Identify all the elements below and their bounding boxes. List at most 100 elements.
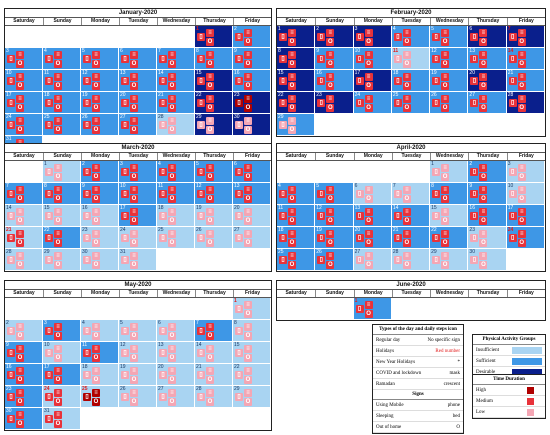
day-cell[interactable]: 3 ▯ ≡ O (5, 48, 43, 70)
day-cell[interactable]: 8 ▯ ≡ O (43, 183, 81, 205)
day-cell[interactable]: 26 ▯ ≡ O (195, 227, 233, 249)
day-cell[interactable]: 30 ▯ ≡ O (468, 249, 507, 271)
day-cell[interactable]: 29 ▯ ≡ O (195, 114, 233, 136)
day-cell[interactable]: 15 ▯ ≡ O (233, 342, 271, 364)
day-cell[interactable]: 1 ▯ ≡ O (277, 26, 316, 48)
day-cell[interactable]: 11 ▯ ≡ O (391, 48, 431, 70)
day-cell[interactable]: 1 ▯ ≡ O (353, 298, 392, 320)
day-cell[interactable]: 21 ▯ ≡ O (506, 70, 545, 92)
day-cell[interactable]: 23 ▯ ≡ O (468, 227, 507, 249)
day-cell[interactable]: 7 ▯ ≡ O (506, 26, 545, 48)
day-cell[interactable]: 2 ▯ ≡ O (233, 26, 271, 48)
day-cell[interactable]: 21 ▯ ≡ O (195, 364, 233, 386)
day-cell[interactable]: 18 ▯ ≡ O (277, 227, 316, 249)
day-cell[interactable]: 4 ▯ ≡ O (43, 48, 81, 70)
day-cell[interactable]: 13 ▯ ≡ O (119, 70, 157, 92)
day-cell[interactable]: 4 ▯ ≡ O (277, 183, 316, 205)
day-cell[interactable]: 25 ▯ ≡ O (391, 92, 431, 114)
day-cell[interactable]: 15 ▯ ≡ O (430, 205, 469, 227)
day-cell[interactable]: 1 ▯ ≡ O (43, 161, 81, 183)
day-cell[interactable]: 11 ▯ ≡ O (277, 205, 316, 227)
day-cell[interactable]: 31 ▯ ≡ O (43, 408, 81, 430)
day-cell[interactable]: 5 ▯ ≡ O (81, 48, 119, 70)
day-cell[interactable]: 30 ▯ ≡ O (233, 114, 271, 136)
day-cell[interactable]: 14 ▯ ≡ O (391, 205, 431, 227)
day-cell[interactable]: 3 ▯ ≡ O (353, 26, 392, 48)
day-cell[interactable]: 27 ▯ ≡ O (157, 386, 195, 408)
day-cell[interactable]: 9 ▯ ≡ O (468, 183, 507, 205)
day-cell[interactable]: 21 ▯ ≡ O (391, 227, 431, 249)
day-cell[interactable]: 20 ▯ ≡ O (157, 364, 195, 386)
day-cell[interactable]: 11 ▯ ≡ O (43, 70, 81, 92)
day-cell[interactable]: 10 ▯ ≡ O (5, 70, 43, 92)
day-cell[interactable]: 13 ▯ ≡ O (468, 48, 507, 70)
day-cell[interactable]: 26 ▯ ≡ O (430, 92, 469, 114)
day-cell[interactable]: 6 ▯ ≡ O (157, 320, 195, 342)
day-cell[interactable]: 9 ▯ ≡ O (315, 48, 354, 70)
day-cell[interactable]: 10 ▯ ≡ O (119, 183, 157, 205)
day-cell[interactable]: 12 ▯ ≡ O (119, 342, 157, 364)
day-cell[interactable]: 5 ▯ ≡ O (315, 183, 354, 205)
day-cell[interactable]: 15 ▯ ≡ O (43, 205, 81, 227)
day-cell[interactable]: 7 ▯ ≡ O (157, 48, 195, 70)
day-cell[interactable]: 19 ▯ ≡ O (430, 70, 469, 92)
day-cell[interactable]: 29 ▯ ≡ O (233, 386, 271, 408)
day-cell[interactable]: 22 ▯ ≡ O (43, 227, 81, 249)
day-cell[interactable]: 16 ▯ ≡ O (233, 70, 271, 92)
day-cell[interactable]: 20 ▯ ≡ O (233, 205, 271, 227)
day-cell[interactable]: 8 ▯ ≡ O (233, 320, 271, 342)
day-cell[interactable]: 16 ▯ ≡ O (468, 205, 507, 227)
day-cell[interactable]: 16 ▯ ≡ O (5, 364, 43, 386)
day-cell[interactable]: 14 ▯ ≡ O (195, 342, 233, 364)
day-cell[interactable]: 13 ▯ ≡ O (353, 205, 392, 227)
day-cell[interactable]: 17 ▯ ≡ O (43, 364, 81, 386)
day-cell[interactable]: 28 ▯ ≡ O (391, 249, 431, 271)
day-cell[interactable]: 11 ▯ ≡ O (157, 183, 195, 205)
day-cell[interactable]: 27 ▯ ≡ O (233, 227, 271, 249)
day-cell[interactable]: 2 ▯ ≡ O (315, 26, 354, 48)
day-cell[interactable]: 16 ▯ ≡ O (315, 70, 354, 92)
day-cell[interactable]: 26 ▯ ≡ O (315, 249, 354, 271)
day-cell[interactable]: 29 ▯ ≡ O (430, 249, 469, 271)
day-cell[interactable]: 12 ▯ ≡ O (430, 48, 469, 70)
day-cell[interactable]: 21 ▯ ≡ O (157, 92, 195, 114)
day-cell[interactable]: 13 ▯ ≡ O (157, 342, 195, 364)
day-cell[interactable]: 22 ▯ ≡ O (233, 364, 271, 386)
day-cell[interactable]: 9 ▯ ≡ O (5, 342, 43, 364)
day-cell[interactable]: 28 ▯ ≡ O (506, 92, 545, 114)
day-cell[interactable]: 22 ▯ ≡ O (430, 227, 469, 249)
day-cell[interactable]: 30 ▯ ≡ O (5, 408, 43, 430)
day-cell[interactable]: 1 ▯ ≡ O (233, 298, 271, 320)
day-cell[interactable]: 7 ▯ ≡ O (5, 183, 43, 205)
day-cell[interactable]: 3 ▯ ≡ O (506, 161, 545, 183)
day-cell[interactable]: 1 ▯ ≡ O (430, 161, 469, 183)
day-cell[interactable]: 28 ▯ ≡ O (195, 386, 233, 408)
day-cell[interactable]: 8 ▯ ≡ O (430, 183, 469, 205)
day-cell[interactable]: 3 ▯ ≡ O (43, 320, 81, 342)
day-cell[interactable]: 20 ▯ ≡ O (119, 92, 157, 114)
day-cell[interactable]: 18 ▯ ≡ O (157, 205, 195, 227)
day-cell[interactable]: 18 ▯ ≡ O (391, 70, 431, 92)
day-cell[interactable]: 6 ▯ ≡ O (233, 161, 271, 183)
day-cell[interactable]: 20 ▯ ≡ O (468, 70, 507, 92)
day-cell[interactable]: 27 ▯ ≡ O (353, 249, 392, 271)
day-cell[interactable]: 19 ▯ ≡ O (119, 364, 157, 386)
day-cell[interactable]: 10 ▯ ≡ O (43, 342, 81, 364)
day-cell[interactable]: 22 ▯ ≡ O (195, 92, 233, 114)
day-cell[interactable]: 21 ▯ ≡ O (5, 227, 43, 249)
day-cell[interactable]: 29 ▯ ≡ O (277, 114, 316, 136)
day-cell[interactable]: 6 ▯ ≡ O (468, 26, 507, 48)
day-cell[interactable]: 8 ▯ ≡ O (195, 48, 233, 70)
day-cell[interactable]: 23 ▯ ≡ O (233, 92, 271, 114)
day-cell[interactable]: 6 ▯ ≡ O (119, 48, 157, 70)
day-cell[interactable]: 25 ▯ ≡ O (277, 249, 316, 271)
day-cell[interactable]: 25 ▯ ≡ O (81, 386, 119, 408)
day-cell[interactable]: 17 ▯ ≡ O (5, 92, 43, 114)
day-cell[interactable]: 2 ▯ ≡ O (81, 161, 119, 183)
day-cell[interactable]: 1 ▯ ≡ O (195, 26, 233, 48)
day-cell[interactable]: 17 ▯ ≡ O (119, 205, 157, 227)
day-cell[interactable]: 30 ▯ ≡ O (81, 249, 119, 271)
day-cell[interactable]: 23 ▯ ≡ O (81, 227, 119, 249)
day-cell[interactable]: 5 ▯ ≡ O (119, 320, 157, 342)
day-cell[interactable]: 17 ▯ ≡ O (353, 70, 392, 92)
